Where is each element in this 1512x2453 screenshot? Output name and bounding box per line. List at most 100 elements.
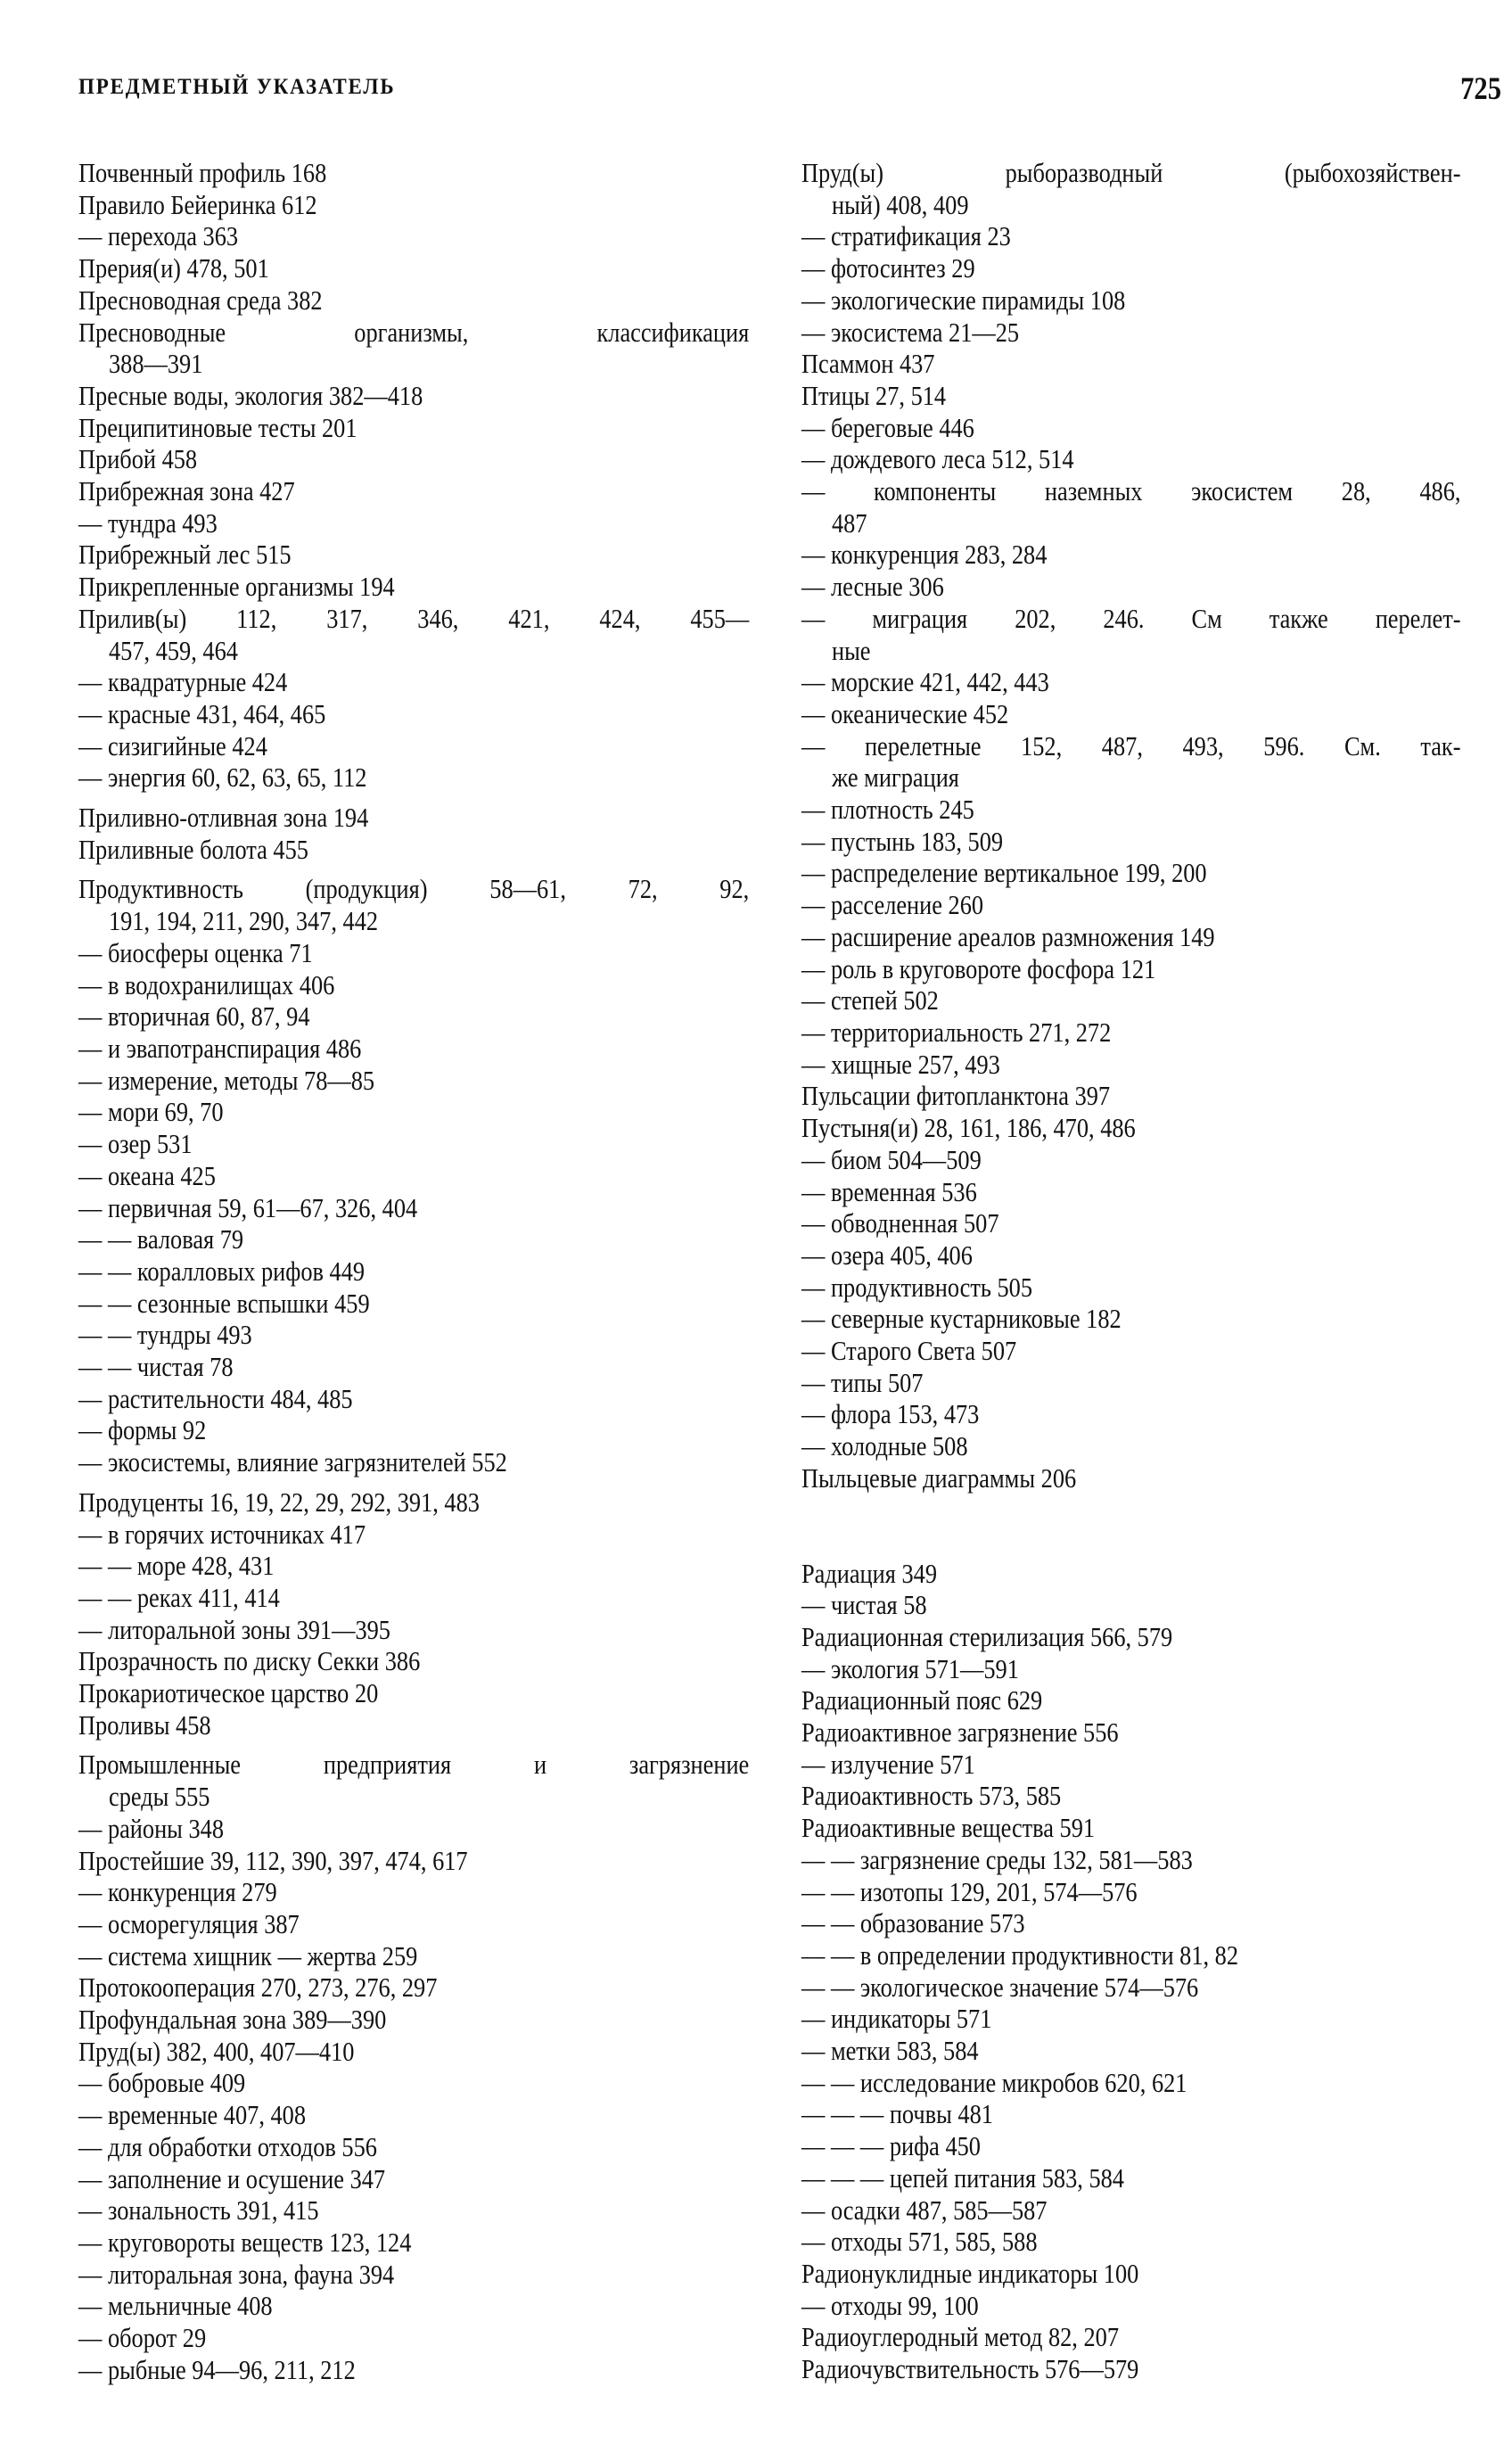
index-entry-line: Пруд(ы) рыборазводный (рыбохозяйствен- xyxy=(801,157,1461,188)
index-entry: — фотосинтез 29 xyxy=(801,252,1461,284)
index-entry: Пресные воды, экология 382—418 xyxy=(78,380,749,412)
index-entry: Радионуклидные индикаторы 100 xyxy=(801,2258,1461,2290)
index-entry: — экосистемы, влияние загрязнителей 552 xyxy=(78,1446,749,1478)
index-entry: Пульсации фитопланктона 397 xyxy=(801,1080,1461,1112)
index-entry: Птицы 27, 514 xyxy=(801,380,1461,412)
index-entry: Правило Бейеринка 612 xyxy=(78,189,749,221)
index-entry-continuation: ные xyxy=(832,634,871,666)
index-entry: — территориальность 271, 272 xyxy=(801,1017,1461,1049)
index-entry-line: Простейшие 39, 112, 390, 397, 474, 617 xyxy=(78,1844,468,1876)
index-entry: — роль в круговороте фосфора 121 xyxy=(801,953,1461,985)
index-entry: — холодные 508 xyxy=(801,1430,1461,1462)
index-entry: — временная 536 xyxy=(801,1176,1461,1208)
index-entry: Радиационная стерилизация 566, 579 xyxy=(801,1621,1461,1653)
index-entry: — оборот 29 xyxy=(78,2322,749,2354)
index-entry: — экология 571—591 xyxy=(801,1653,1461,1685)
index-entry-line: — территориальность 271, 272 xyxy=(801,1016,1112,1048)
index-entry-continuation: 457, 459, 464 xyxy=(109,634,238,666)
index-entry-line: Прикрепленные организмы 194 xyxy=(78,571,395,603)
index-entry: — дождевого леса 512, 514 xyxy=(801,443,1461,475)
index-entry: Почвенный профиль 168 xyxy=(78,157,749,189)
index-entry: — компоненты наземных экосистем 28, 486,… xyxy=(801,475,1461,539)
index-entry: — литоральная зона, фауна 394 xyxy=(78,2259,749,2291)
index-entry: — — экологическое значение 574—576 xyxy=(801,1971,1461,2004)
index-entry: Промышленные предприятия и загрязнение ср… xyxy=(78,1749,749,1812)
index-entry: — и эвапотранспирация 486 xyxy=(78,1033,749,1065)
index-entry-line: — распределение вертикальное 199, 200 xyxy=(801,857,1207,889)
index-entry-line: — оборот 29 xyxy=(78,2322,207,2354)
index-entry: — биом 504—509 xyxy=(801,1144,1461,1176)
index-entry-line: Продуценты 16, 19, 22, 29, 292, 391, 483 xyxy=(78,1486,480,1518)
index-entry: Преципитиновые тесты 201 xyxy=(78,412,749,444)
index-entry-line: — — — почвы 481 xyxy=(801,2098,993,2130)
index-entry: — расселение 260 xyxy=(801,889,1461,921)
index-entry-continuation: ный) 408, 409 xyxy=(832,188,969,220)
index-entry: Радиоактивное загрязнение 556 xyxy=(801,1716,1461,1749)
index-entry-line: — пустынь 183, 509 xyxy=(801,825,1004,857)
index-entry-line: Прибой 458 xyxy=(78,443,198,475)
index-entry: — — — рифа 450 xyxy=(801,2130,1461,2162)
index-entry: — красные 431, 464, 465 xyxy=(78,698,749,730)
index-entry: — озер 531 xyxy=(78,1128,749,1160)
index-entry-continuation: же миграция xyxy=(832,761,959,794)
index-entry: — лесные 306 xyxy=(801,571,1461,603)
index-entry-line: — — чистая 78 xyxy=(78,1351,234,1383)
index-entry: — энергия 60, 62, 63, 65, 112 xyxy=(78,761,749,794)
index-entry-continuation: 191, 194, 211, 290, 347, 442 xyxy=(109,905,379,937)
index-entry-line: Радиационная стерилизация 566, 579 xyxy=(801,1620,1173,1652)
index-entry: — хищные 257, 493 xyxy=(801,1049,1461,1081)
index-entry: — для обработки отходов 556 xyxy=(78,2131,749,2163)
index-entry-line: — зональность 391, 415 xyxy=(78,2194,319,2227)
index-column-left: Почвенный профиль 168 Правило Бейеринка 6… xyxy=(78,157,749,2386)
index-entry-line: Прибрежная зона 427 xyxy=(78,475,295,507)
index-entry-line: Пульсации фитопланктона 397 xyxy=(801,1080,1111,1112)
index-entry-line: — расселение 260 xyxy=(801,889,984,921)
index-entry: — продуктивность 505 xyxy=(801,1272,1461,1304)
index-entry-line: Радиочувствительность 576—579 xyxy=(801,2353,1139,2385)
index-entry-line: — — в определении продуктивности 81, 82 xyxy=(801,1939,1239,1971)
index-entry: Протокооперация 270, 273, 276, 297 xyxy=(78,1971,749,2004)
index-entry: — стратификация 23 xyxy=(801,220,1461,252)
index-entry-line: — конкуренция 279 xyxy=(78,1876,277,1908)
index-entry: — пустынь 183, 509 xyxy=(801,826,1461,858)
index-entry-line: — — экологическое значение 574—576 xyxy=(801,1971,1199,2003)
index-entry-line: Псаммон 437 xyxy=(801,348,935,380)
index-entry-line: Продуктивность (продукция) 58—61, 72, 92… xyxy=(78,873,750,905)
index-entry-line: — круговороты веществ 123, 124 xyxy=(78,2227,412,2258)
index-entry-line: — компоненты наземных экосистем 28, 486, xyxy=(801,475,1461,507)
index-entry-line: — измерение, методы 78—85 xyxy=(78,1064,375,1096)
index-entry-line: Пресные воды, экология 382—418 xyxy=(78,379,423,411)
index-entry: Прерия(и) 478, 501 xyxy=(78,252,749,284)
index-entry-line: — энергия 60, 62, 63, 65, 112 xyxy=(78,761,367,794)
index-entry-continuation: среды 555 xyxy=(109,1781,210,1813)
page-number: 725 xyxy=(1460,70,1501,106)
index-entry-line: Радиационный пояс 629 xyxy=(801,1684,1043,1716)
index-entry-line: — в горячих источниках 417 xyxy=(78,1518,366,1550)
index-entry-line: — сизигийные 424 xyxy=(78,729,267,761)
index-entry: Радиочувствительность 576—579 xyxy=(801,2353,1461,2385)
index-entry-line: Прилив(ы) 112, 317, 346, 421, 424, 455— xyxy=(78,602,750,634)
index-entry: — озера 405, 406 xyxy=(801,1239,1461,1272)
index-entry: Прозрачность по диску Секки 386 xyxy=(78,1645,749,1677)
index-entry: — миграция 202, 246. См также перелет-ны… xyxy=(801,603,1461,666)
index-entry-line: Проливы 458 xyxy=(78,1708,211,1741)
index-entry: Прибой 458 xyxy=(78,443,749,475)
index-entry-line: — конкуренция 283, 284 xyxy=(801,539,1048,571)
index-entry: Профундальная зона 389—390 xyxy=(78,2004,749,2036)
index-entry-line: — озер 531 xyxy=(78,1128,193,1160)
index-entry: — биосферы оценка 71 xyxy=(78,937,749,969)
index-entry-line: — мельничные 408 xyxy=(78,2290,273,2322)
index-entry-line: — — реках 411, 414 xyxy=(78,1581,280,1613)
index-entry-line: — — валовая 79 xyxy=(78,1223,244,1255)
running-title: ПРЕДМЕТНЫЙ УКАЗАТЕЛЬ xyxy=(78,75,396,99)
index-entry-line: — растительности 484, 485 xyxy=(78,1382,353,1414)
index-entry-line: — — загрязнение среды 132, 581—583 xyxy=(801,1843,1193,1875)
index-entry: — — в определении продуктивности 81, 82 xyxy=(801,1939,1461,1971)
index-entry: Прибрежная зона 427 xyxy=(78,475,749,507)
index-entry-line: — озера 405, 406 xyxy=(801,1239,973,1271)
index-entry-line: — временные 407, 408 xyxy=(78,2099,307,2131)
index-entry: — конкуренция 279 xyxy=(78,1876,749,1908)
index-entry-line: — литоральная зона, фауна 394 xyxy=(78,2258,395,2290)
index-entry: Прибрежный лес 515 xyxy=(78,539,749,571)
index-column-right: Пруд(ы) рыборазводный (рыбохозяйствен-ны… xyxy=(801,157,1461,2385)
